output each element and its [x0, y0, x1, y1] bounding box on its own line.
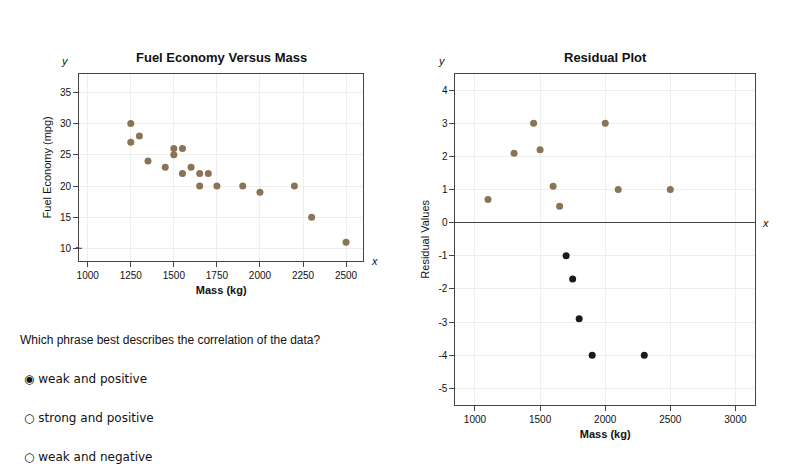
svg-text:2: 2 [442, 151, 448, 162]
svg-text:2500: 2500 [659, 414, 682, 425]
svg-text:3: 3 [442, 118, 448, 129]
svg-text:Residual Values: Residual Values [419, 199, 431, 278]
svg-text:2000: 2000 [594, 414, 617, 425]
svg-text:10: 10 [60, 243, 72, 254]
svg-text:○ strong and positive: ○ strong and positive [24, 411, 154, 425]
svg-text:1000: 1000 [77, 270, 100, 281]
svg-text:-1: -1 [439, 250, 448, 261]
svg-text:◉ weak and positive: ◉ weak and positive [24, 372, 147, 386]
svg-text:1500: 1500 [529, 414, 552, 425]
svg-text:4: 4 [442, 85, 448, 96]
svg-text:○ weak and negative: ○ weak and negative [24, 450, 152, 464]
svg-text:1750: 1750 [206, 270, 229, 281]
svg-text:3000: 3000 [724, 414, 747, 425]
svg-text:Mass (kg): Mass (kg) [580, 428, 631, 440]
svg-text:1: 1 [442, 184, 448, 195]
svg-text:2500: 2500 [335, 270, 358, 281]
svg-text:Fuel Economy Versus Mass: Fuel Economy Versus Mass [136, 50, 307, 65]
svg-text:30: 30 [60, 118, 72, 129]
svg-text:25: 25 [60, 149, 72, 160]
svg-text:1500: 1500 [163, 270, 186, 281]
svg-text:20: 20 [60, 181, 72, 192]
svg-text:15: 15 [60, 212, 72, 223]
svg-text:x: x [371, 255, 378, 267]
svg-text:1250: 1250 [120, 270, 143, 281]
svg-text:35: 35 [60, 87, 72, 98]
svg-text:Mass (kg): Mass (kg) [196, 284, 247, 296]
svg-text:Residual Plot: Residual Plot [564, 50, 647, 65]
svg-text:x: x [762, 217, 769, 229]
svg-text:2250: 2250 [292, 270, 315, 281]
svg-text:0: 0 [442, 217, 448, 228]
svg-text:2000: 2000 [249, 270, 272, 281]
svg-text:1000: 1000 [464, 414, 487, 425]
svg-text:-5: -5 [439, 383, 448, 394]
svg-text:-4: -4 [439, 350, 448, 361]
svg-text:y: y [61, 55, 69, 67]
svg-text:Fuel Economy (mpg): Fuel Economy (mpg) [41, 116, 53, 218]
svg-text:-2: -2 [439, 283, 448, 294]
svg-text:Which phrase best describes th: Which phrase best describes the correlat… [20, 333, 320, 347]
svg-text:y: y [438, 55, 446, 67]
svg-text:~: ~ [75, 240, 83, 255]
svg-text:-3: -3 [439, 317, 448, 328]
